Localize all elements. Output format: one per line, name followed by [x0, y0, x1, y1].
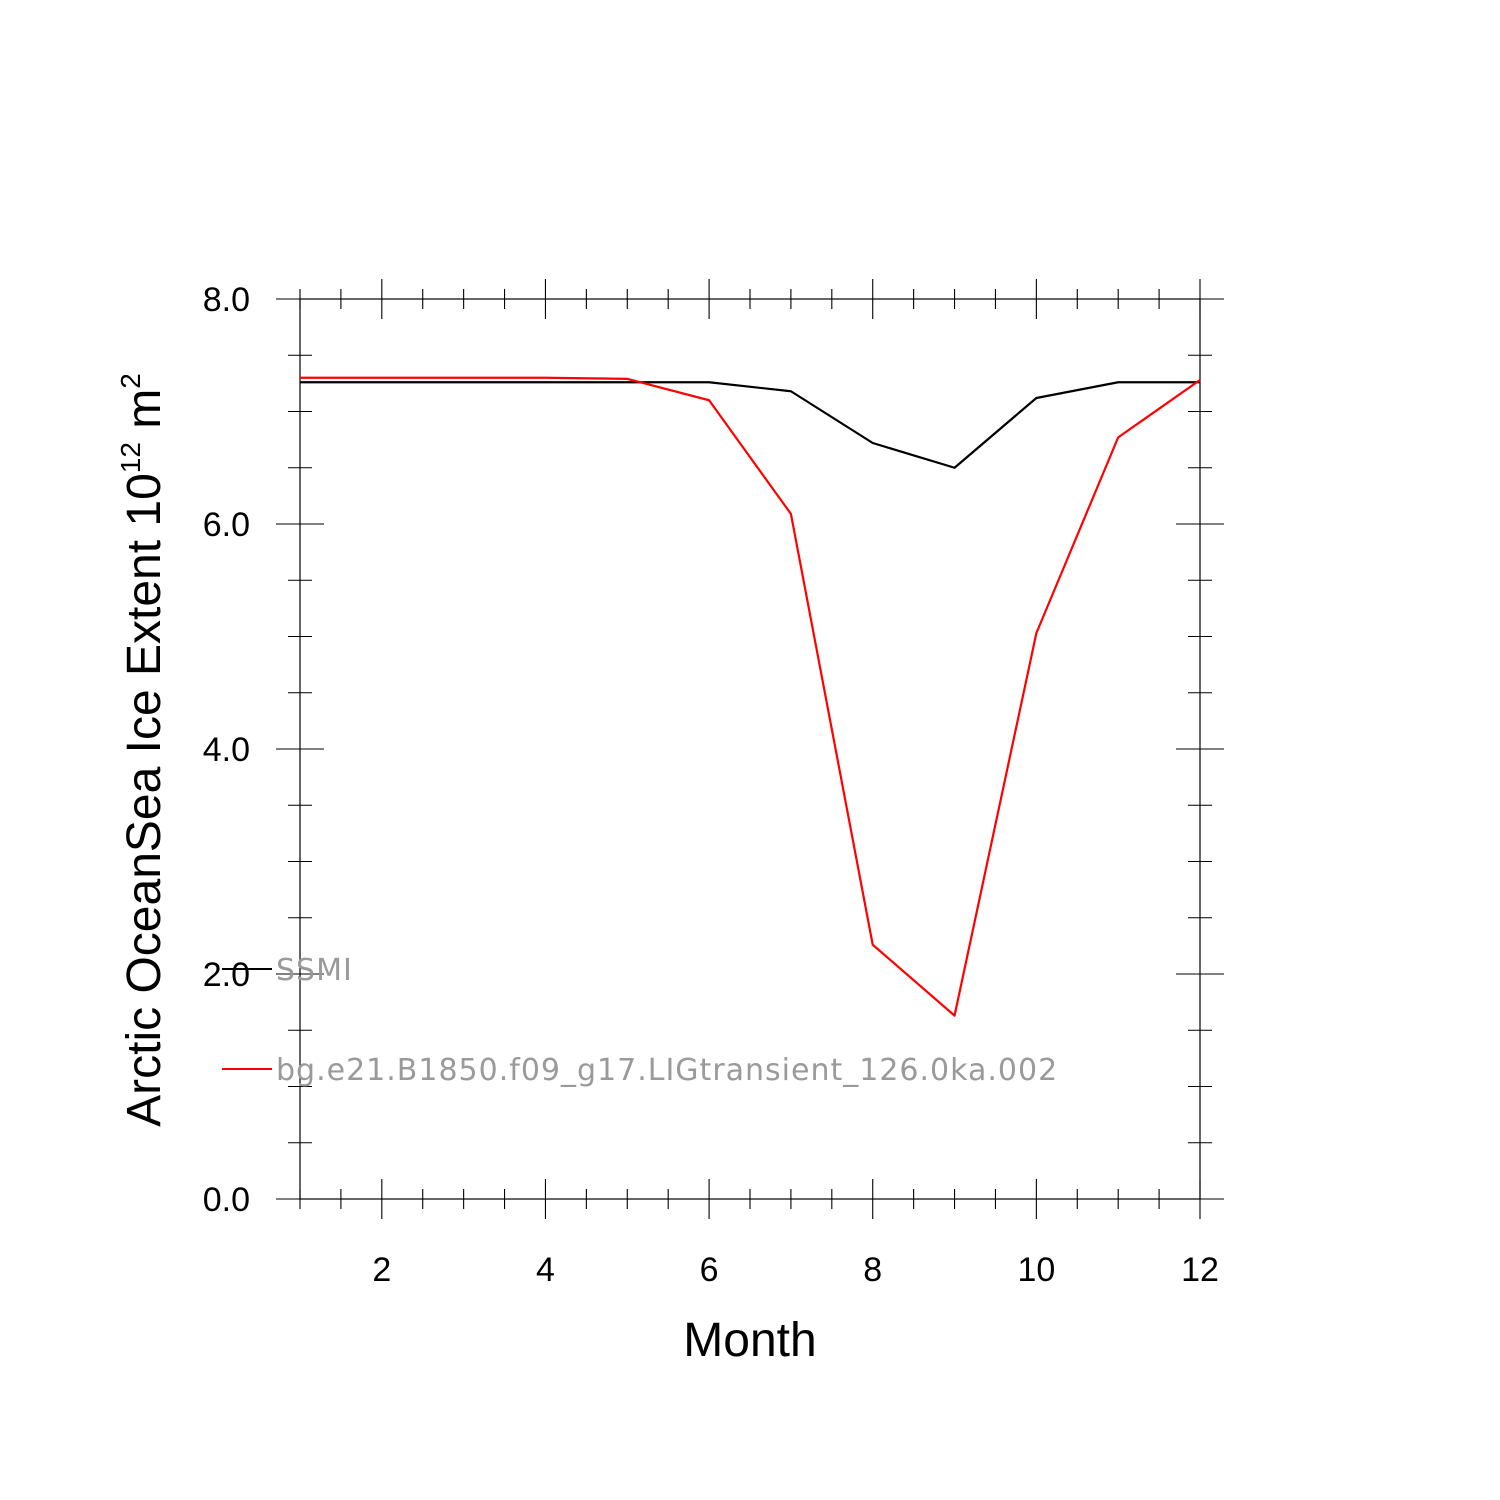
x-tick-label: 10	[1017, 1251, 1055, 1289]
y-tick-label: 4.0	[203, 731, 250, 769]
x-tick-label: 12	[1181, 1251, 1219, 1289]
y-tick-label: 8.0	[203, 281, 250, 319]
y-axis-title: Arctic OceanSea Ice Extent 1012 m2	[115, 373, 171, 1127]
legend-label-ssmi: SSMI	[276, 953, 353, 988]
x-tick-label: 4	[536, 1251, 555, 1289]
series-line-model	[300, 376, 1201, 1017]
x-tick-label: 6	[700, 1251, 719, 1289]
y-axis-title-exponent: 12	[115, 442, 146, 473]
y-axis-title-unit: m	[118, 389, 171, 442]
legend-label-model: bg.e21.B1850.f09_g17.LIGtransient_126.0k…	[276, 1053, 1058, 1088]
x-axis-title: Month	[683, 1314, 816, 1367]
tick-labels: 2 4 6 8 10 12 0.0 2.0 4.0 6.0 8.0	[203, 281, 1219, 1289]
y-axis-title-prefix: Arctic OceanSea Ice Extent 10	[118, 473, 171, 1127]
x-tick-label: 2	[372, 1251, 391, 1289]
series-line-ssmi	[300, 381, 1200, 469]
series-lines	[300, 376, 1201, 1017]
x-tick-label: 8	[863, 1251, 882, 1289]
y-tick-label: 0.0	[203, 1181, 250, 1219]
y-tick-label: 6.0	[203, 506, 250, 544]
plot-frame	[299, 298, 1201, 1200]
legend: SSMI bg.e21.B1850.f09_g17.LIGtransient_1…	[222, 953, 1058, 1088]
y-tick-label: 2.0	[203, 956, 250, 994]
y-axis-title-unit-exponent: 2	[115, 373, 146, 389]
